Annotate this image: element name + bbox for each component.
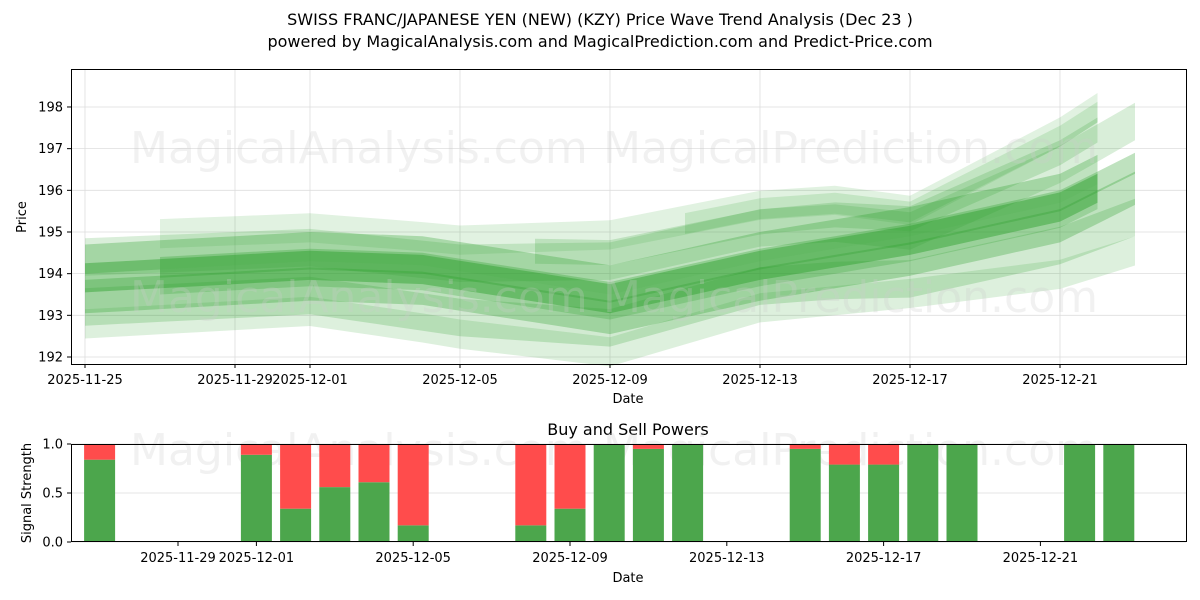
watermark-text: MagicalAnalysis.com — [130, 272, 588, 323]
x-tick-label: 2025-11-29 — [140, 551, 216, 566]
buy-bar — [319, 487, 350, 542]
y-tick-label: 0.0 — [42, 536, 63, 551]
sell-bar — [319, 444, 350, 487]
sell-bar — [359, 444, 390, 482]
sell-bar — [398, 444, 429, 525]
sell-bar — [868, 444, 899, 465]
buy-bar — [594, 444, 625, 542]
chart-canvas: MagicalAnalysis.com MagicalPrediction.com… — [0, 0, 1200, 600]
watermark-text: MagicalPrediction.com — [603, 123, 1098, 174]
y-tick-label: 192 — [38, 351, 63, 366]
buy-bar — [1103, 444, 1134, 542]
buy-bar — [84, 460, 115, 542]
watermark-text: MagicalAnalysis.com — [130, 123, 588, 174]
x-tick-label: 2025-12-21 — [1003, 551, 1079, 566]
y-tick-label: 193 — [38, 309, 63, 324]
y-tick-label: 195 — [38, 225, 63, 240]
y-tick-label: 198 — [38, 100, 63, 115]
price-y-axis: 192 193 194 195 196 197 198 — [38, 100, 71, 365]
buy-sell-chart: Buy and Sell Powers MagicalAnalysis.comM… — [20, 420, 1187, 586]
y-tick-label: 196 — [38, 184, 63, 199]
signal-x-axis: 2025-11-292025-12-01 2025-12-05 2025-12-09… — [140, 542, 1078, 566]
x-tick-label: 2025-12-05 — [422, 373, 498, 388]
x-tick-label: 2025-12-13 — [722, 373, 798, 388]
sell-bar — [555, 444, 586, 509]
buy-bar — [1064, 444, 1095, 542]
signal-y-axis: 0.0 0.5 1.0 — [42, 438, 71, 551]
watermark-text: MagicalPrediction.com — [603, 272, 1098, 323]
buy-bar — [515, 525, 546, 542]
buy-bar — [790, 449, 821, 542]
price-wave-chart: MagicalAnalysis.com MagicalPrediction.com… — [15, 69, 1187, 407]
buy-bar — [633, 449, 664, 542]
x-tick-label: 2025-12-21 — [1022, 373, 1098, 388]
buy-bar — [398, 525, 429, 542]
buy-bar — [868, 465, 899, 542]
x-tick-label: 2025-11-25 — [47, 373, 123, 388]
buy-bar — [241, 455, 272, 542]
signal-bars — [84, 444, 1134, 542]
x-tick-label: 2025-12-01 — [219, 551, 295, 566]
buy-bar — [555, 509, 586, 542]
x-tick-label: 2025-12-09 — [572, 373, 648, 388]
x-tick-label: 2025-12-17 — [846, 551, 922, 566]
sell-bar — [515, 444, 546, 525]
buy-bar — [947, 444, 978, 542]
sell-bar — [84, 444, 115, 460]
y-tick-label: 1.0 — [42, 438, 63, 453]
y-tick-label: 197 — [38, 142, 63, 157]
y-tick-label: 0.5 — [42, 487, 63, 502]
signal-x-axis-label: Date — [612, 571, 643, 586]
price-y-axis-label: Price — [15, 201, 30, 233]
buy-bar — [829, 465, 860, 542]
sell-bar — [829, 444, 860, 465]
x-tick-label: 2025-12-01 — [272, 373, 348, 388]
x-tick-label: 2025-11-29 — [197, 373, 273, 388]
price-x-axis: 2025-11-25 2025-11-292025-12-01 2025-12-05… — [47, 364, 1098, 388]
y-tick-label: 194 — [38, 267, 63, 282]
buy-bar — [280, 509, 311, 542]
sell-bar — [241, 444, 272, 455]
buy-bar — [359, 482, 390, 542]
signal-y-axis-label: Signal Strength — [20, 443, 35, 543]
x-tick-label: 2025-12-05 — [375, 551, 451, 566]
price-x-axis-label: Date — [612, 392, 643, 407]
buy-bar — [907, 444, 938, 542]
sell-bar — [280, 444, 311, 509]
x-tick-label: 2025-12-17 — [872, 373, 948, 388]
x-tick-label: 2025-12-13 — [689, 551, 765, 566]
x-tick-label: 2025-12-09 — [532, 551, 608, 566]
buy-bar — [672, 444, 703, 542]
